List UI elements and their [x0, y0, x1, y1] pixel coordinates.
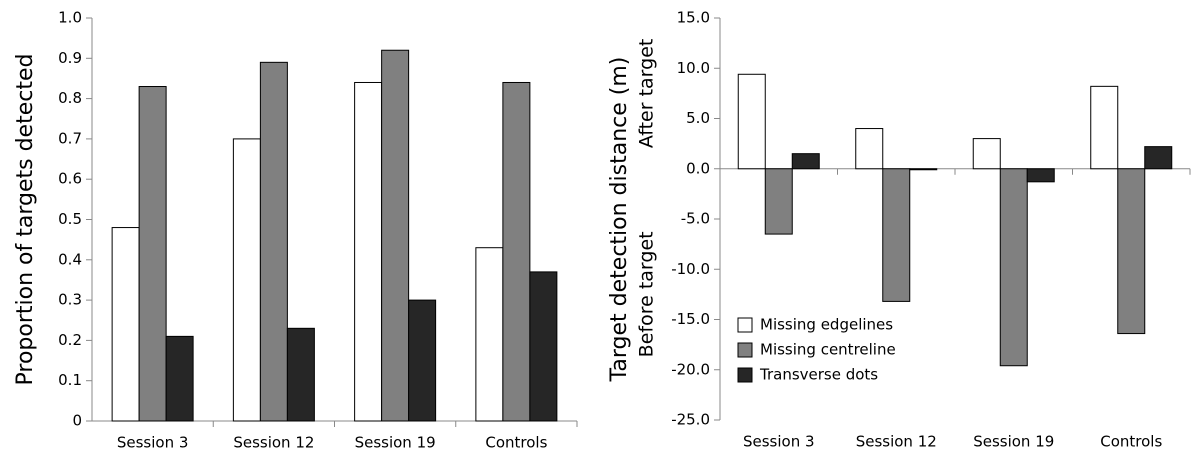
y-tick-label: -25.0 [671, 411, 710, 429]
y-tick-label: 0.4 [58, 250, 82, 268]
y-tick-label: 0.6 [58, 170, 82, 188]
bar [737, 73, 766, 170]
bar [259, 61, 288, 422]
bar [882, 168, 911, 302]
y-tick-label: 1.0 [58, 9, 82, 27]
x-tick-label: Session 3 [117, 434, 189, 452]
bar [972, 138, 1001, 170]
y-tick-label: 0.8 [58, 89, 82, 107]
x-tick-label: Controls [485, 434, 547, 452]
y-tick-label: -15.0 [671, 310, 710, 328]
x-tick-label: Session 12 [233, 434, 314, 452]
legend-label: Missing edgelines [760, 316, 893, 334]
y-tick-label: 0 [72, 412, 82, 430]
legend-swatch [737, 317, 753, 333]
y-tick-label: 0.2 [58, 331, 82, 349]
bar [791, 153, 820, 170]
annotation: After target [636, 39, 658, 148]
bar [1026, 168, 1055, 183]
y-tick-label: 0.9 [58, 49, 82, 67]
x-tick-label: Session 19 [973, 433, 1054, 451]
bar [764, 168, 793, 235]
bar [381, 49, 410, 422]
y-tick-label: 5.0 [686, 109, 710, 127]
bar [354, 81, 383, 422]
x-tick-label: Session 3 [743, 433, 815, 451]
bar [909, 168, 938, 171]
y-tick-label: 15.0 [677, 9, 710, 27]
bar [165, 335, 194, 422]
legend-swatch [737, 342, 753, 358]
bar [855, 128, 884, 170]
y-tick-label: -5.0 [681, 210, 710, 228]
bar [1117, 168, 1146, 335]
y-tick-label: -10.0 [671, 260, 710, 278]
y-tick-label: 0.3 [58, 291, 82, 309]
legend-swatch [737, 367, 753, 383]
x-tick-label: Session 12 [856, 433, 937, 451]
annotation: Before target [636, 231, 658, 357]
y-tick-label: 0.5 [58, 210, 82, 228]
y-axis-title: Proportion of targets detected [13, 54, 38, 386]
bar [529, 271, 558, 422]
legend-label: Transverse dots [759, 366, 878, 384]
legend-label: Missing centreline [760, 341, 896, 359]
y-tick-label: 10.0 [677, 59, 710, 77]
bar [502, 81, 531, 422]
bar [408, 299, 437, 422]
y-axis-title: Target detection distance (m) [607, 57, 632, 383]
y-tick-label: 0.1 [58, 371, 82, 389]
y-tick-label: 0.7 [58, 129, 82, 147]
bar [999, 168, 1028, 367]
x-tick-label: Session 19 [355, 434, 436, 452]
bar [286, 327, 315, 422]
bar [138, 86, 167, 422]
bar [475, 247, 504, 422]
bar [111, 227, 140, 422]
bar [232, 138, 261, 422]
x-tick-label: Controls [1100, 433, 1162, 451]
y-tick-label: 0.0 [686, 159, 710, 177]
bar [1144, 146, 1173, 170]
y-tick-label: -20.0 [671, 360, 710, 378]
bar [1090, 85, 1119, 170]
